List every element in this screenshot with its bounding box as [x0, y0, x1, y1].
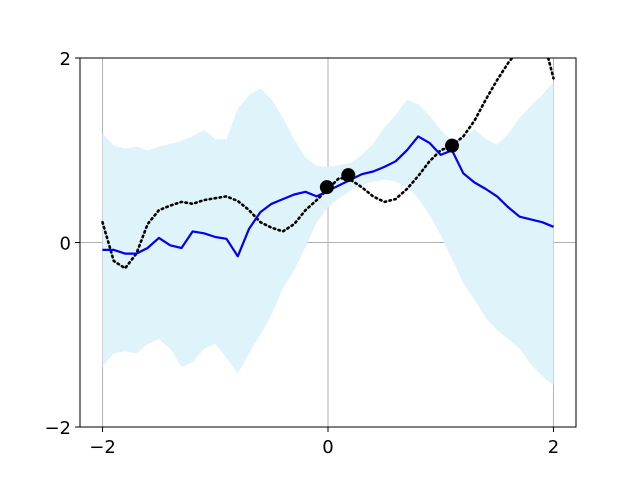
axis-ticks: −2 0 2 −2 0 2: [44, 49, 559, 458]
observation-point: [341, 168, 356, 183]
x-tick-label: −2: [89, 437, 116, 458]
observation-point: [445, 138, 459, 153]
x-tick-label: 0: [322, 437, 333, 458]
confidence-band: [102, 82, 554, 386]
observation-points: [319, 138, 459, 195]
y-tick-label: 0: [60, 234, 71, 255]
y-tick-label: 2: [60, 49, 71, 70]
y-tick-label: −2: [44, 418, 71, 439]
observation-point: [319, 180, 334, 195]
x-tick-label: 2: [548, 437, 559, 458]
